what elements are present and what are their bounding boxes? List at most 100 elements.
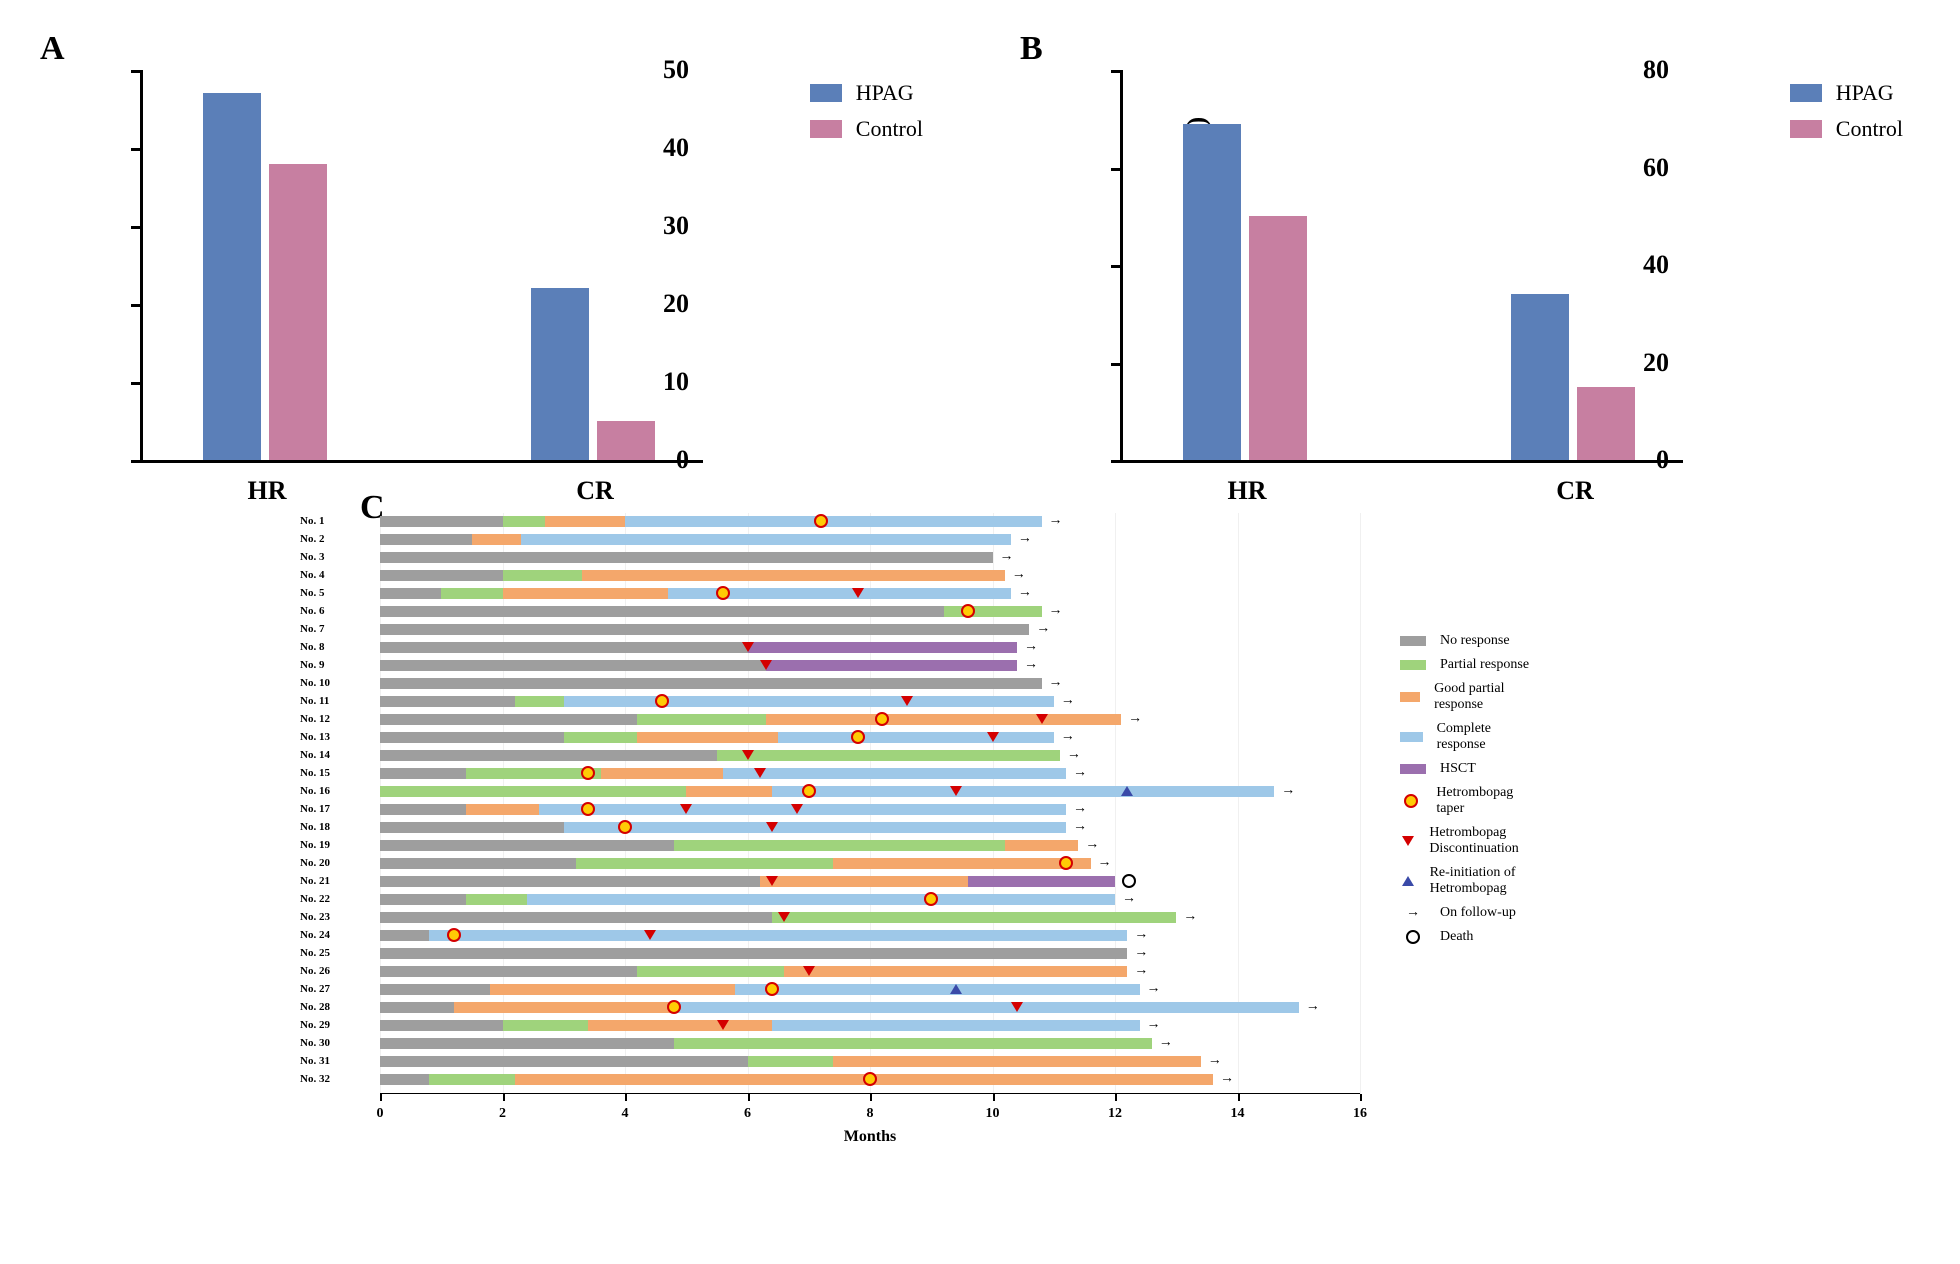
x-tick-label: 10 [986, 1106, 1000, 1122]
legend-label: No response [1440, 633, 1510, 649]
followup-arrow-icon: → [1073, 802, 1087, 816]
x-tick-label: HR [248, 476, 287, 506]
panel-c-swimmer: No. 1→No. 2→No. 3→No. 4→No. 5→No. 6→No. … [380, 513, 1360, 1130]
response-segment [380, 570, 503, 581]
discontinuation-marker-icon [717, 1020, 729, 1030]
response-segment [454, 1002, 675, 1013]
response-segment [380, 894, 466, 905]
swimmer-row: No. 17→ [380, 801, 1360, 817]
response-segment [723, 768, 1066, 779]
response-segment [521, 534, 1011, 545]
response-segment [380, 516, 503, 527]
response-segment [380, 750, 717, 761]
patient-label: No. 18 [300, 821, 330, 833]
followup-arrow-icon: → [1085, 838, 1099, 852]
response-segment [748, 1056, 834, 1067]
swimmer-row: No. 19→ [380, 837, 1360, 853]
followup-arrow-icon: → [1067, 748, 1081, 762]
response-segment [539, 804, 1066, 815]
response-segment [1005, 840, 1079, 851]
legend-label: HPAG [1836, 80, 1894, 106]
response-segment [380, 1002, 454, 1013]
taper-marker-icon [716, 586, 730, 600]
y-tick-label: 60 [1643, 153, 1669, 183]
swimmer-row: No. 18→ [380, 819, 1360, 835]
response-segment [380, 1038, 674, 1049]
patient-label: No. 26 [300, 965, 330, 977]
response-segment [380, 696, 515, 707]
x-tick-label: CR [1556, 476, 1594, 506]
response-segment [380, 804, 466, 815]
followup-arrow-icon: → [1098, 856, 1112, 870]
response-segment [380, 930, 429, 941]
swimmer-row: No. 25→ [380, 945, 1360, 961]
patient-label: No. 14 [300, 749, 330, 761]
bar [597, 421, 655, 460]
response-segment [784, 966, 1127, 977]
response-segment [766, 714, 1121, 725]
x-tick-label: 8 [867, 1106, 874, 1122]
followup-arrow-icon: → [1049, 604, 1063, 618]
taper-marker-icon [961, 604, 975, 618]
patient-label: No. 11 [300, 695, 329, 707]
followup-arrow-icon: → [1061, 694, 1075, 708]
swimmer-row: No. 22→ [380, 891, 1360, 907]
response-segment [748, 642, 1018, 653]
legend-label: Control [1836, 116, 1903, 142]
legend-label: On follow-up [1440, 905, 1516, 921]
legend-label: HSCT [1440, 761, 1476, 777]
swimmer-row: No. 11→ [380, 693, 1360, 709]
panel-a: A Percentage of Patients (%)01020304050H… [40, 40, 940, 463]
legend-label: Good partial response [1434, 681, 1529, 713]
patient-label: No. 9 [300, 659, 324, 671]
x-tick-label: 6 [744, 1106, 751, 1122]
response-segment [674, 1002, 1299, 1013]
discontinuation-marker-icon [803, 966, 815, 976]
legend-label: Control [856, 116, 923, 142]
patient-label: No. 27 [300, 983, 330, 995]
followup-arrow-icon: → [1036, 622, 1050, 636]
response-segment [717, 750, 1060, 761]
response-segment [380, 912, 772, 923]
followup-arrow-icon: → [1122, 892, 1136, 906]
discontinuation-marker-icon [680, 804, 692, 814]
swimmer-row: No. 20→ [380, 855, 1360, 871]
patient-label: No. 3 [300, 551, 324, 563]
response-segment [466, 894, 527, 905]
panel-a-label: A [40, 30, 65, 68]
discontinuation-marker-icon [1402, 836, 1414, 846]
response-segment [380, 984, 490, 995]
taper-marker-icon [667, 1000, 681, 1014]
response-segment [380, 606, 944, 617]
response-segment [380, 948, 1127, 959]
patient-label: No. 32 [300, 1073, 330, 1085]
patient-label: No. 19 [300, 839, 330, 851]
followup-arrow-icon: → [1049, 514, 1063, 528]
reinitiation-marker-icon [1121, 786, 1133, 796]
swimmer-row: No. 3→ [380, 549, 1360, 565]
followup-arrow-icon: → [1159, 1036, 1173, 1050]
response-segment [466, 804, 540, 815]
response-segment [564, 696, 1054, 707]
patient-label: No. 23 [300, 911, 330, 923]
followup-arrow-icon: → [1049, 676, 1063, 690]
response-segment [490, 984, 735, 995]
swimmer-row: No. 16→ [380, 783, 1360, 799]
swimmer-row: No. 8→ [380, 639, 1360, 655]
response-segment [380, 552, 993, 563]
followup-arrow-icon: → [1147, 1018, 1161, 1032]
patient-label: No. 2 [300, 533, 324, 545]
followup-arrow-icon: → [1012, 568, 1026, 582]
followup-arrow-icon: → [1000, 550, 1014, 564]
taper-marker-icon [447, 928, 461, 942]
response-segment [778, 732, 1054, 743]
bar [531, 288, 589, 460]
y-tick-label: 10 [663, 367, 689, 397]
discontinuation-marker-icon [766, 822, 778, 832]
taper-marker-icon [814, 514, 828, 528]
swimmer-row: No. 30→ [380, 1035, 1360, 1051]
response-segment [503, 570, 583, 581]
legend-label: Re-initiation of Hetrombopag [1430, 865, 1530, 897]
followup-arrow-icon: → [1134, 928, 1148, 942]
followup-arrow-icon: → [1073, 766, 1087, 780]
